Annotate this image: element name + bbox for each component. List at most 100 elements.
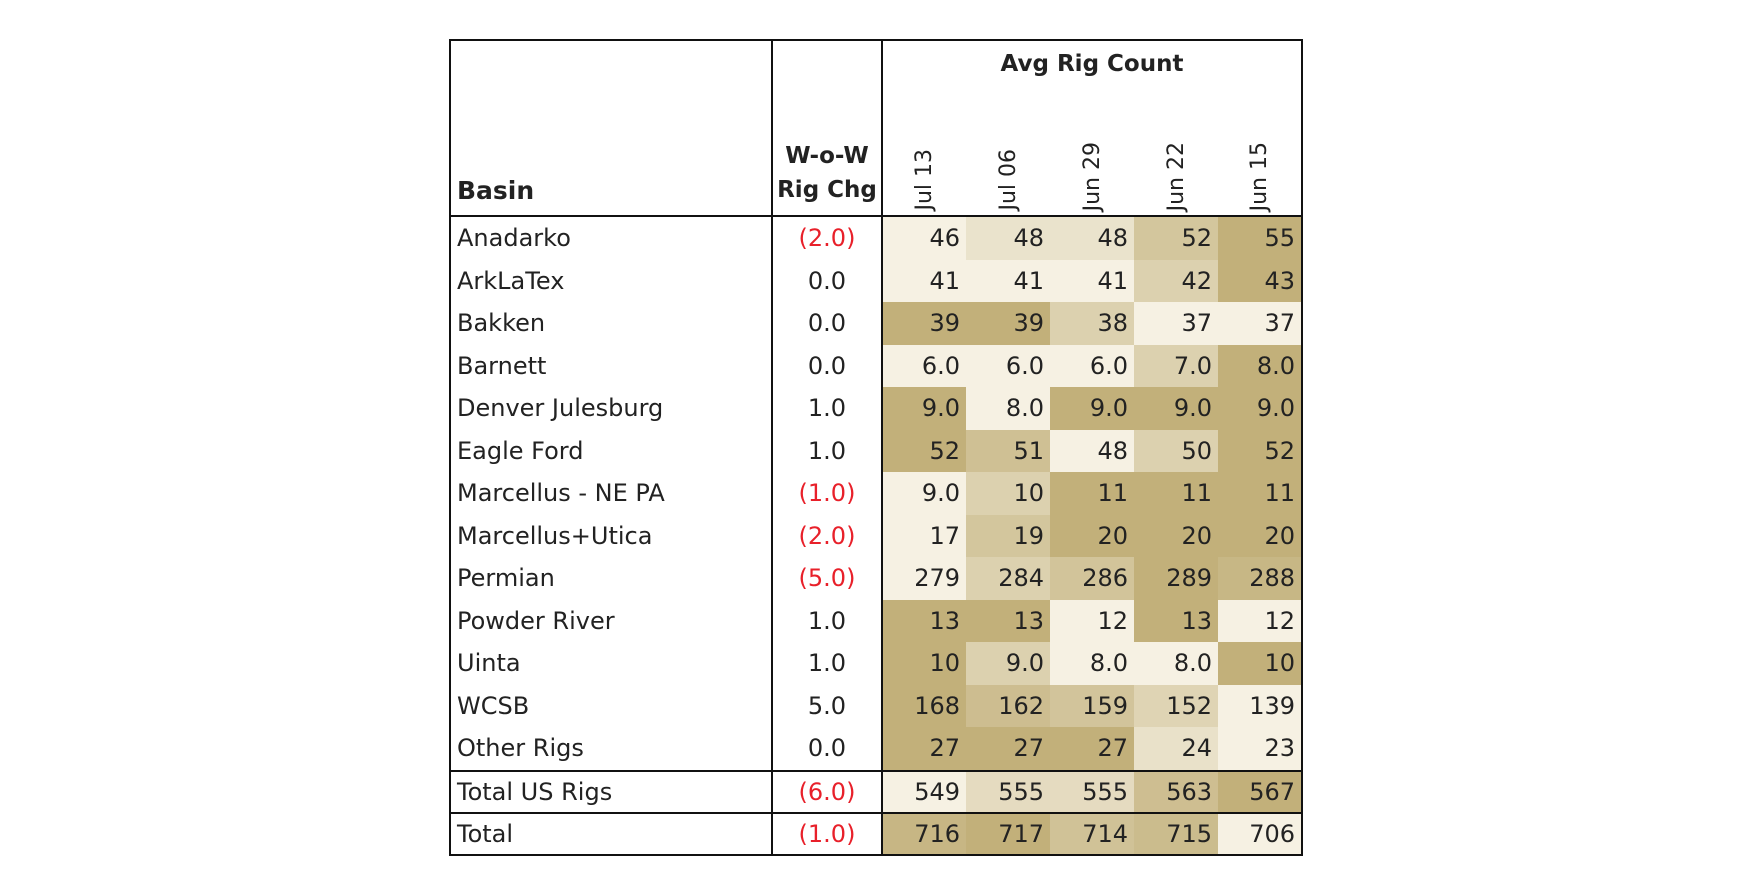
rig-count-cell: 563 bbox=[1134, 769, 1218, 813]
date-header: Jul 13 bbox=[882, 106, 966, 217]
rig-count-cell: 24 bbox=[1134, 727, 1218, 771]
table-row: Bakken 0.0 39 39 38 37 37 bbox=[450, 302, 1302, 345]
rig-count-cell: 9.0 bbox=[966, 642, 1050, 685]
rig-count-cell: 19 bbox=[966, 514, 1050, 557]
rig-count-cell: 38 bbox=[1050, 302, 1134, 345]
rig-count-cell: 41 bbox=[882, 259, 966, 302]
rig-count-cell: 555 bbox=[966, 769, 1050, 813]
rig-count-cell: 20 bbox=[1050, 514, 1134, 557]
rig-count-cell: 9.0 bbox=[1050, 387, 1134, 430]
rig-count-cell: 717 bbox=[966, 811, 1050, 855]
table-body: Anadarko (2.0) 46 48 48 52 55 ArkLaTex 0.0 41 41 41… bbox=[450, 216, 1302, 855]
rig-count-cell: 17 bbox=[882, 514, 966, 557]
date-header-label: Jun 29 bbox=[1079, 141, 1105, 211]
wow-rig-change: 1.0 bbox=[772, 599, 883, 642]
date-header: Jun 15 bbox=[1218, 106, 1302, 217]
rig-count-cell: 41 bbox=[1050, 259, 1134, 302]
basin-name: Anadarko bbox=[450, 216, 773, 260]
rig-count-cell: 12 bbox=[1218, 599, 1302, 642]
wow-rig-change: (1.0) bbox=[772, 811, 883, 855]
table-row: Total (1.0) 716 717 714 715 706 bbox=[450, 811, 1302, 855]
rig-count-cell: 714 bbox=[1050, 811, 1134, 855]
date-header: Jun 22 bbox=[1134, 106, 1218, 217]
header-avg-rig-count: Avg Rig Count bbox=[1000, 51, 1184, 77]
rig-count-cell: 139 bbox=[1218, 684, 1302, 727]
rig-count-cell: 52 bbox=[882, 429, 966, 472]
date-header-label: Jul 13 bbox=[912, 149, 937, 211]
rig-count-cell: 11 bbox=[1134, 472, 1218, 515]
basin-name: Barnett bbox=[450, 344, 773, 387]
rig-count-cell: 9.0 bbox=[1134, 387, 1218, 430]
rig-count-cell: 9.0 bbox=[882, 387, 966, 430]
rig-count-cell: 8.0 bbox=[1134, 642, 1218, 685]
wow-rig-change: (6.0) bbox=[772, 769, 883, 813]
rig-count-cell: 50 bbox=[1134, 429, 1218, 472]
date-header: Jul 06 bbox=[966, 106, 1050, 217]
rig-count-cell: 46 bbox=[882, 216, 966, 260]
rig-count-cell: 39 bbox=[882, 302, 966, 345]
rig-count-cell: 555 bbox=[1050, 769, 1134, 813]
rig-count-cell: 715 bbox=[1134, 811, 1218, 855]
rig-count-cell: 13 bbox=[966, 599, 1050, 642]
rig-count-cell: 8.0 bbox=[966, 387, 1050, 430]
rig-count-cell: 706 bbox=[1218, 811, 1302, 855]
rig-count-cell: 289 bbox=[1134, 557, 1218, 600]
table-row: Barnett 0.0 6.0 6.0 6.0 7.0 8.0 bbox=[450, 344, 1302, 387]
rig-count-cell: 13 bbox=[882, 599, 966, 642]
table-row: Total US Rigs (6.0) 549 555 555 563 567 bbox=[450, 769, 1302, 813]
header-wow-rig-change: W-o-W Rig Chg bbox=[772, 40, 883, 217]
table-row: Marcellus - NE PA (1.0) 9.0 10 11 11 11 bbox=[450, 472, 1302, 515]
basin-name: Total bbox=[450, 811, 773, 855]
rig-count-cell: 11 bbox=[1050, 472, 1134, 515]
basin-name: ArkLaTex bbox=[450, 259, 773, 302]
table-row: Anadarko (2.0) 46 48 48 52 55 bbox=[450, 216, 1302, 260]
rig-count-cell: 10 bbox=[882, 642, 966, 685]
rig-count-cell: 286 bbox=[1050, 557, 1134, 600]
basin-name: Marcellus - NE PA bbox=[450, 472, 773, 515]
rig-count-cell: 42 bbox=[1134, 259, 1218, 302]
wow-rig-change: 0.0 bbox=[772, 727, 883, 771]
wow-rig-change: 1.0 bbox=[772, 642, 883, 685]
header-chg-line2: Rig Chg bbox=[777, 177, 877, 203]
rig-count-cell: 6.0 bbox=[882, 344, 966, 387]
rig-count-cell: 716 bbox=[882, 811, 966, 855]
rig-count-cell: 48 bbox=[1050, 429, 1134, 472]
wow-rig-change: (2.0) bbox=[772, 514, 883, 557]
table-row: ArkLaTex 0.0 41 41 41 42 43 bbox=[450, 259, 1302, 302]
rig-count-cell: 37 bbox=[1134, 302, 1218, 345]
basin-name: Powder River bbox=[450, 599, 773, 642]
wow-rig-change: 0.0 bbox=[772, 302, 883, 345]
rig-count-cell: 549 bbox=[882, 769, 966, 813]
rig-count-cell: 27 bbox=[882, 727, 966, 771]
rig-count-cell: 10 bbox=[1218, 642, 1302, 685]
basin-name: Eagle Ford bbox=[450, 429, 773, 472]
rig-count-cell: 43 bbox=[1218, 259, 1302, 302]
rig-count-cell: 9.0 bbox=[1218, 387, 1302, 430]
basin-name: Total US Rigs bbox=[450, 769, 773, 813]
rig-count-cell: 284 bbox=[966, 557, 1050, 600]
rig-count-cell: 27 bbox=[966, 727, 1050, 771]
rig-count-cell: 48 bbox=[966, 216, 1050, 260]
basin-name: Permian bbox=[450, 557, 773, 600]
rig-count-cell: 41 bbox=[966, 259, 1050, 302]
header-chg-line1: W-o-W bbox=[785, 143, 869, 169]
date-header-row: Jul 13 Jul 06 Jun 29 Jun 22 Jun 15 bbox=[450, 106, 1302, 217]
table-row: Marcellus+Utica (2.0) 17 19 20 20 20 bbox=[450, 514, 1302, 557]
table-row: Eagle Ford 1.0 52 51 48 50 52 bbox=[450, 429, 1302, 472]
basin-name: Marcellus+Utica bbox=[450, 514, 773, 557]
wow-rig-change: 0.0 bbox=[772, 344, 883, 387]
rig-count-cell: 9.0 bbox=[882, 472, 966, 515]
wow-rig-change: (5.0) bbox=[772, 557, 883, 600]
rig-count-cell: 27 bbox=[1050, 727, 1134, 771]
table-row: Powder River 1.0 13 13 12 13 12 bbox=[450, 599, 1302, 642]
rig-count-cell: 567 bbox=[1218, 769, 1302, 813]
table-row: Other Rigs 0.0 27 27 27 24 23 bbox=[450, 727, 1302, 771]
rig-count-cell: 6.0 bbox=[1050, 344, 1134, 387]
rig-count-cell: 39 bbox=[966, 302, 1050, 345]
rig-count-cell: 13 bbox=[1134, 599, 1218, 642]
basin-name: Denver Julesburg bbox=[450, 387, 773, 430]
wow-rig-change: 0.0 bbox=[772, 259, 883, 302]
rig-count-cell: 8.0 bbox=[1050, 642, 1134, 685]
table-row: Denver Julesburg 1.0 9.0 8.0 9.0 9.0 9.0 bbox=[450, 387, 1302, 430]
header-basin: Basin bbox=[450, 40, 773, 217]
